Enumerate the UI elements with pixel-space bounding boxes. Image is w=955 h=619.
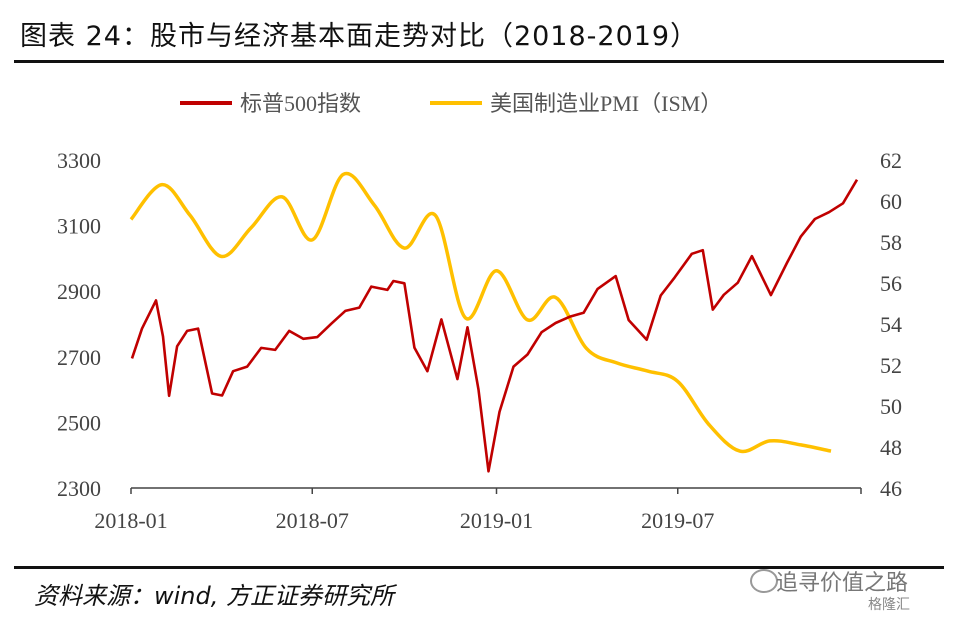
y-right-tick-label: 56 [880,271,902,296]
y-right-tick-label: 58 [880,230,902,255]
y-right-tick-label: 52 [880,353,902,378]
y-left-tick-label: 2700 [57,345,101,370]
legend-label-pmi: 美国制造业PMI（ISM） [490,91,722,116]
y-left-tick-label: 2900 [57,279,101,304]
legend: 标普500指数 美国制造业PMI（ISM） [180,91,722,116]
y-left-tick-label: 2300 [57,476,101,501]
y-left-tick-label: 2500 [57,410,101,435]
chart-title: 图表 24：股市与经济基本面走势对比（2018-2019） [20,21,699,52]
y-right-tick-label: 50 [880,394,902,419]
title-divider [14,60,944,63]
y-right-tick-label: 60 [880,189,902,214]
y-right-tick-label: 46 [880,476,902,501]
wechat-icon [750,569,778,593]
series-line-sp500 [130,179,859,473]
y-left-tick-label: 3300 [57,148,101,173]
y-right-tick-label: 62 [880,148,902,173]
axes: 2018-01 2018-07 2019-01 2019-07 2300 2500 2700… [57,148,902,533]
x-tick-label: 2018-07 [276,508,349,533]
watermark-sub: 格隆汇 [868,597,910,613]
x-tick-label: 2019-07 [641,508,714,533]
series-lines [129,171,859,473]
y-right-tick-label: 48 [880,435,902,460]
y-left-tick-label: 3100 [57,214,101,239]
chart-area: 标普500指数 美国制造业PMI（ISM） 2018-01 2018-07 2019… [57,91,902,533]
x-tick-label: 2018-01 [94,508,167,533]
watermark-text: 追寻价值之路 [775,571,908,596]
source-note: 资料来源：wind, 方正证券研究所 [34,582,394,610]
footer-divider [14,566,944,569]
series-line-pmi [129,171,832,454]
x-tick-label: 2019-01 [460,508,533,533]
legend-label-sp500: 标普500指数 [240,91,361,116]
y-right-tick-label: 54 [880,312,902,337]
